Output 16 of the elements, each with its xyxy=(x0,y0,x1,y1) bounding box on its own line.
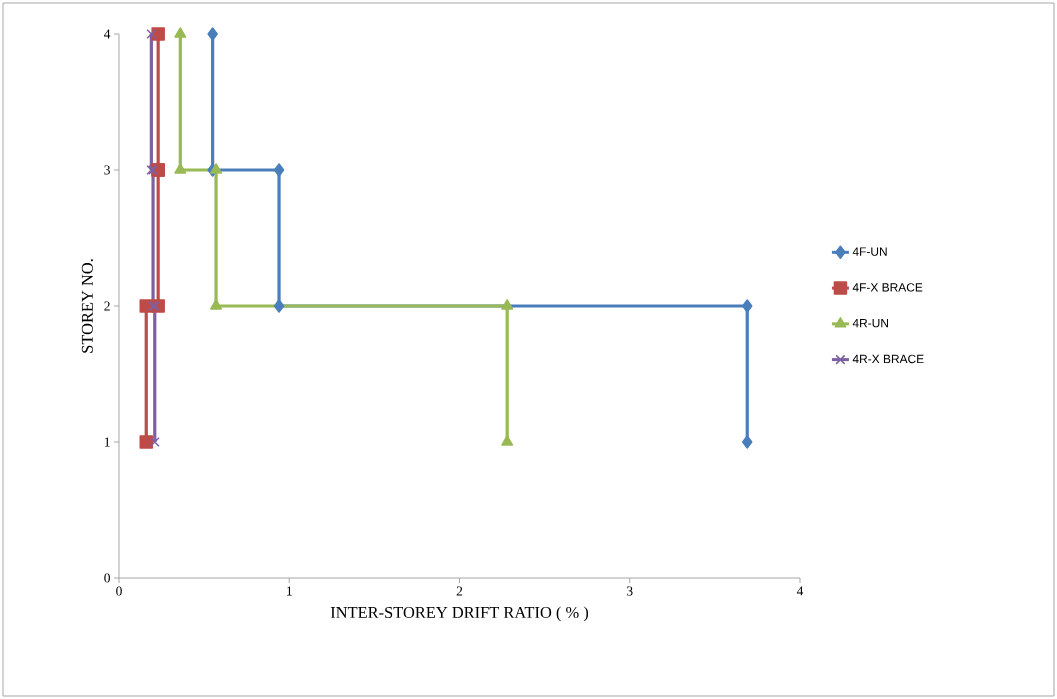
legend-label: 4R-UN xyxy=(852,318,888,328)
y-tick-label: 4 xyxy=(104,29,111,39)
x-tick-label: 0 xyxy=(116,586,122,596)
y-tick-label: 2 xyxy=(104,301,110,311)
x-tick-label: 4 xyxy=(796,586,804,596)
y-tick-label: 1 xyxy=(104,437,110,447)
x-axis-title: INTER-STOREY DRIFT RATIO ( % ) xyxy=(330,606,589,622)
legend-label: 4F-UN xyxy=(852,247,887,256)
y-tick-label: 0 xyxy=(104,573,110,583)
x-tick-label: 1 xyxy=(287,586,292,596)
x-tick-label: 3 xyxy=(627,586,633,596)
legend-label: 4F-X BRACE xyxy=(852,283,923,292)
y-axis-title: STOREY NO. xyxy=(81,259,93,353)
legend-label: 4R-X BRACE xyxy=(852,354,924,364)
y-tick-label: 3 xyxy=(104,165,110,175)
x-tick-label: 2 xyxy=(456,586,463,596)
